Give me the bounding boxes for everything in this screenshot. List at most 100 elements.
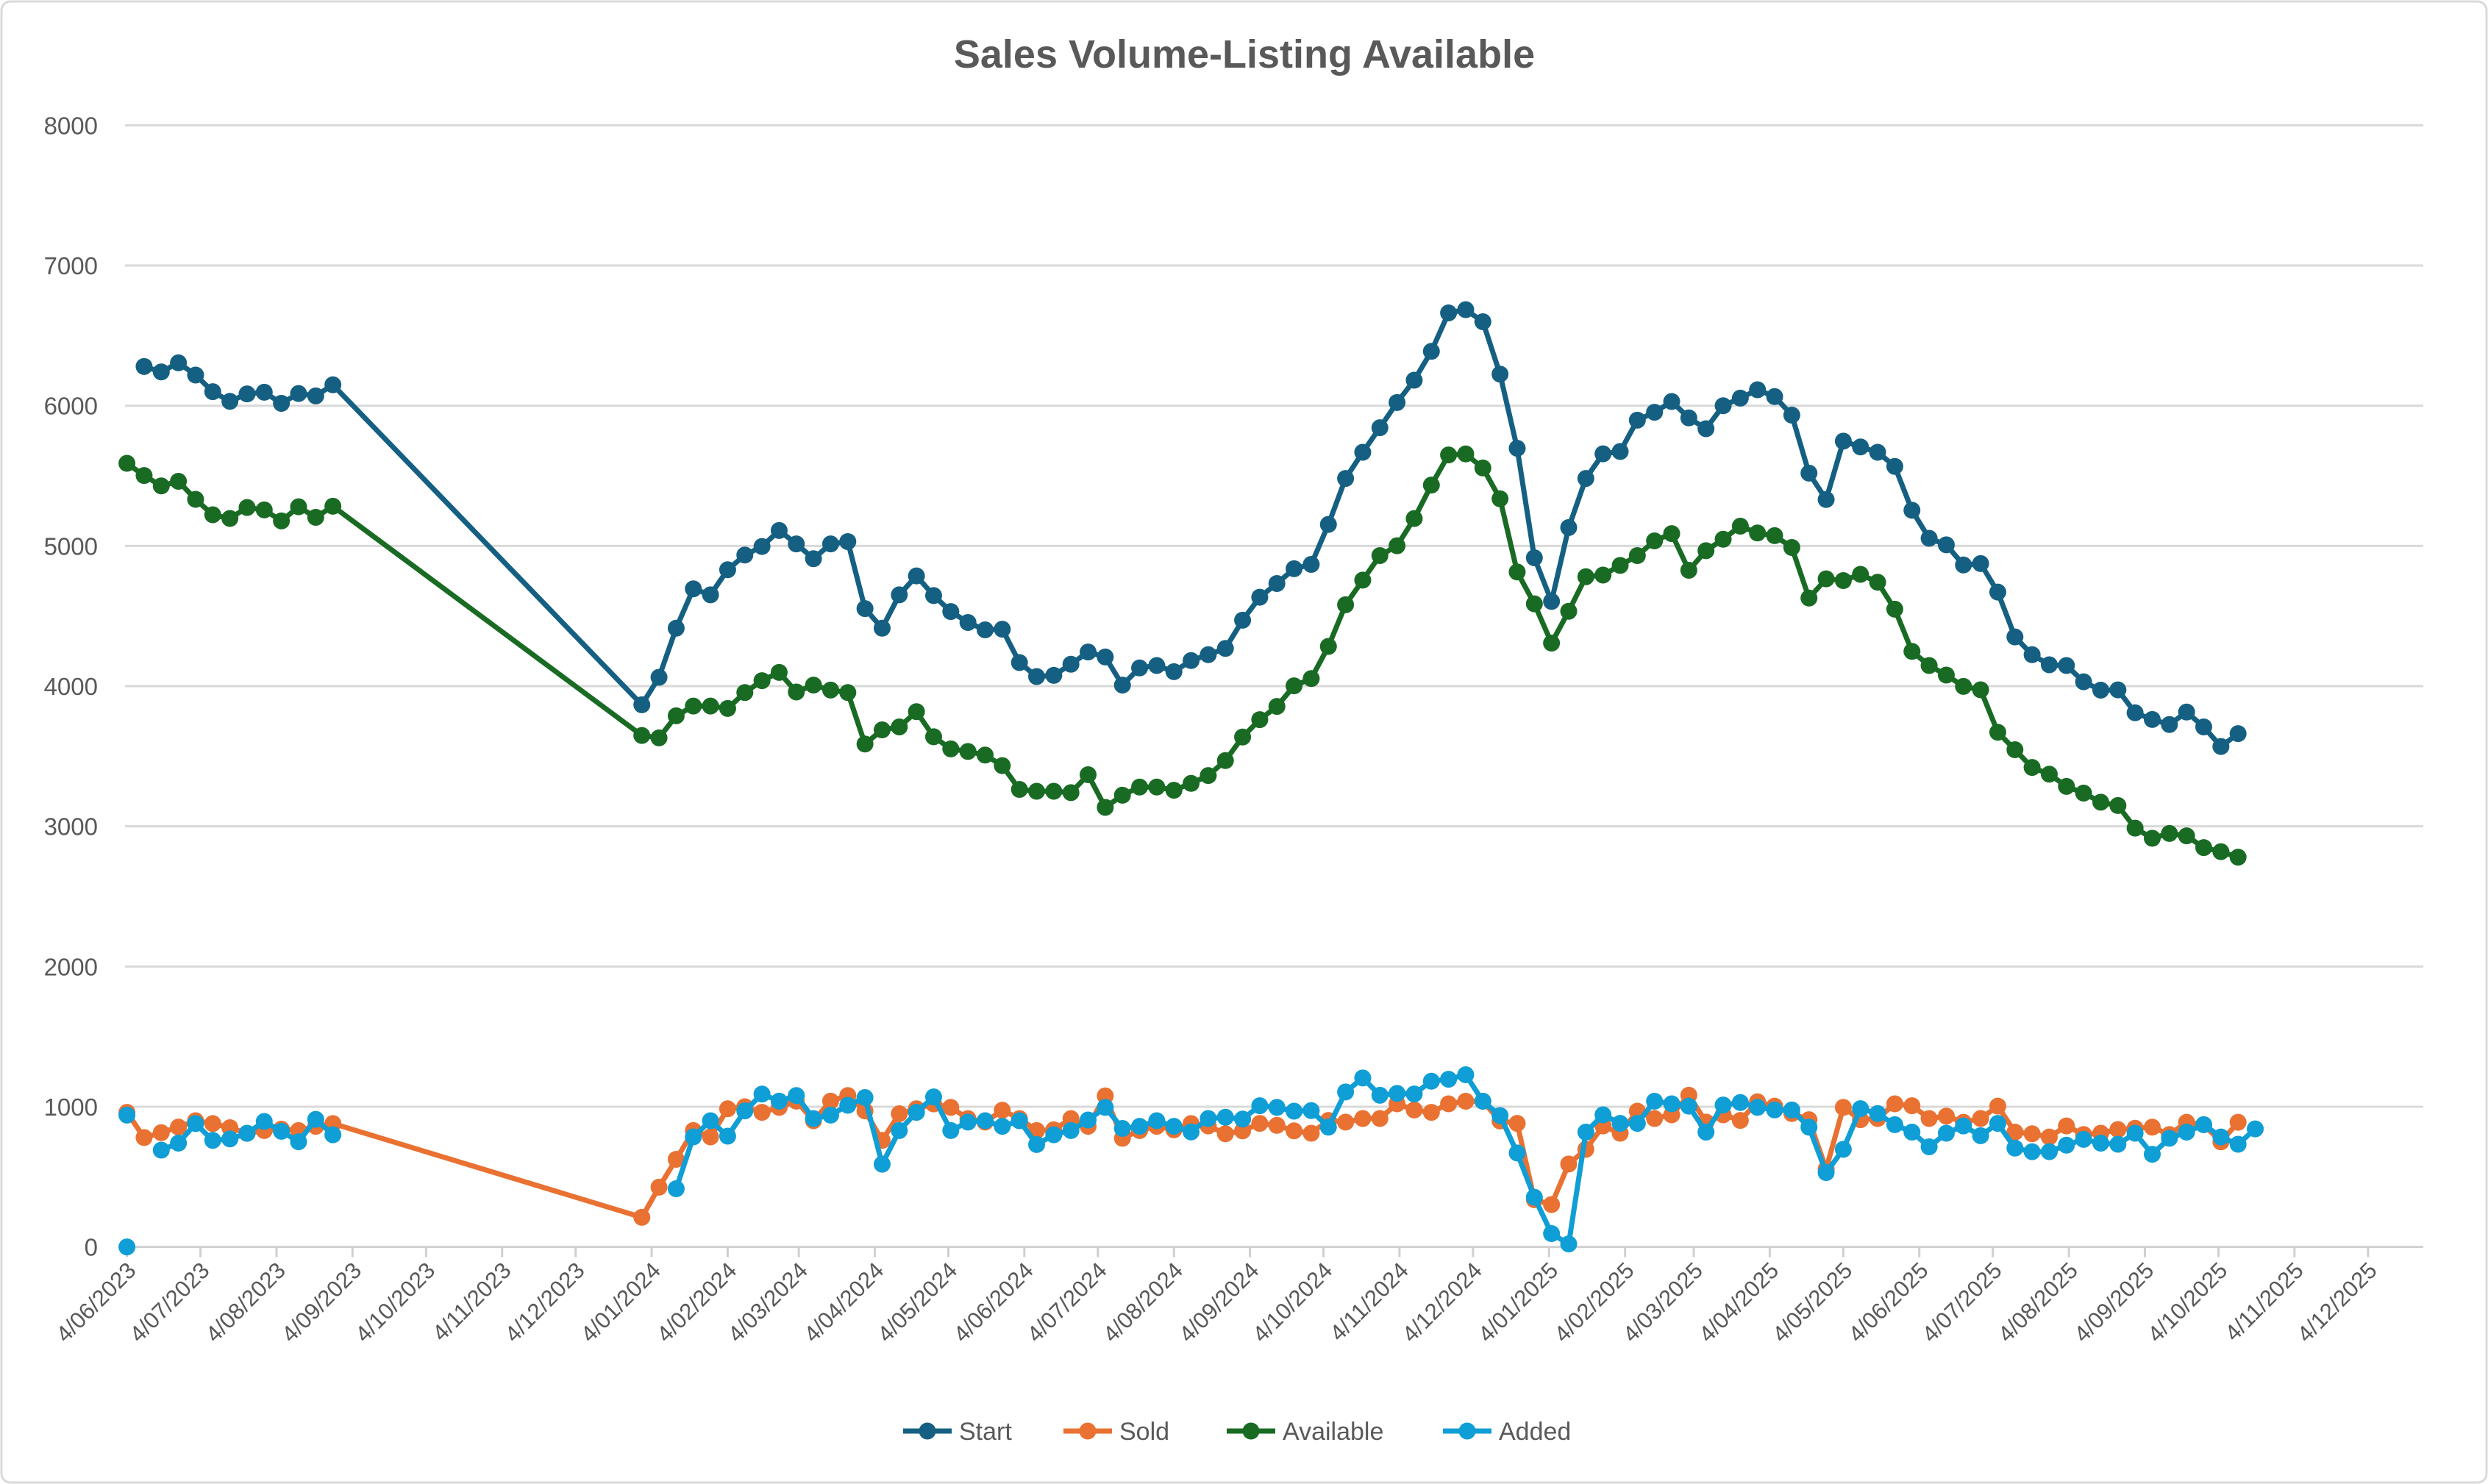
data-point-available[interactable] <box>2058 777 2075 795</box>
data-point-available[interactable] <box>1955 677 1972 695</box>
data-point-start[interactable] <box>2058 657 2075 674</box>
data-point-start[interactable] <box>2161 716 2178 733</box>
data-point-start[interactable] <box>1937 536 1955 554</box>
data-point-added[interactable] <box>685 1128 702 1146</box>
data-point-start[interactable] <box>1508 440 1526 457</box>
data-point-sold[interactable] <box>753 1104 771 1121</box>
data-point-sold[interactable] <box>1234 1122 1252 1140</box>
data-point-available[interactable] <box>1389 537 1406 554</box>
data-point-available[interactable] <box>685 697 702 715</box>
data-point-added[interactable] <box>2058 1136 2075 1154</box>
data-point-start[interactable] <box>1646 404 1664 421</box>
data-point-start[interactable] <box>633 696 651 713</box>
data-point-available[interactable] <box>1319 638 1337 655</box>
data-point-added[interactable] <box>1731 1094 1749 1111</box>
data-point-available[interactable] <box>1628 547 1646 565</box>
data-point-available[interactable] <box>1457 445 1475 463</box>
data-point-added[interactable] <box>1302 1102 1320 1119</box>
data-point-added[interactable] <box>1422 1072 1440 1090</box>
data-point-added[interactable] <box>1955 1117 1972 1135</box>
data-point-added[interactable] <box>924 1088 942 1106</box>
data-point-start[interactable] <box>1577 470 1594 488</box>
data-point-start[interactable] <box>1628 411 1646 429</box>
data-point-sold[interactable] <box>1286 1122 1303 1140</box>
data-point-added[interactable] <box>1697 1123 1715 1141</box>
data-point-available[interactable] <box>1045 782 1063 800</box>
data-point-start[interactable] <box>187 366 204 384</box>
data-point-start[interactable] <box>736 546 754 564</box>
data-point-sold[interactable] <box>204 1115 221 1132</box>
data-point-available[interactable] <box>1165 782 1183 799</box>
data-point-available[interactable] <box>221 510 239 527</box>
data-point-available[interactable] <box>1131 778 1149 796</box>
data-point-available[interactable] <box>2040 766 2058 783</box>
data-point-start[interactable] <box>324 376 342 393</box>
data-point-start[interactable] <box>805 550 822 568</box>
data-point-added[interactable] <box>1628 1115 1646 1132</box>
data-point-available[interactable] <box>1286 677 1303 695</box>
data-point-start[interactable] <box>1697 420 1715 438</box>
data-point-available[interactable] <box>1337 596 1355 613</box>
data-point-available[interactable] <box>1440 446 1458 464</box>
data-point-available[interactable] <box>1148 778 1166 796</box>
data-point-available[interactable] <box>2195 839 2212 857</box>
data-point-sold[interactable] <box>1302 1124 1320 1142</box>
data-point-added[interactable] <box>1869 1105 1886 1122</box>
data-point-available[interactable] <box>2092 793 2109 811</box>
data-point-available[interactable] <box>1268 698 1286 716</box>
data-point-sold[interactable] <box>1989 1097 2006 1115</box>
data-point-start[interactable] <box>1543 593 1561 610</box>
data-point-added[interactable] <box>873 1155 891 1173</box>
data-point-added[interactable] <box>1148 1112 1166 1130</box>
data-point-start[interactable] <box>307 387 324 404</box>
data-point-added[interactable] <box>1886 1116 1903 1133</box>
data-point-added[interactable] <box>1972 1127 1989 1144</box>
data-point-added[interactable] <box>1405 1085 1423 1103</box>
data-point-added[interactable] <box>290 1133 307 1151</box>
data-point-available[interactable] <box>1371 547 1389 565</box>
data-point-start[interactable] <box>2195 718 2212 735</box>
data-point-start[interactable] <box>2092 682 2109 699</box>
data-point-sold[interactable] <box>2109 1121 2127 1138</box>
data-point-available[interactable] <box>307 508 324 526</box>
data-point-added[interactable] <box>1937 1124 1955 1142</box>
data-point-start[interactable] <box>839 532 857 550</box>
data-point-start[interactable] <box>770 521 788 539</box>
data-point-added[interactable] <box>1251 1097 1269 1115</box>
data-point-start[interactable] <box>2212 738 2230 755</box>
data-point-start[interactable] <box>1319 516 1337 533</box>
data-point-added[interactable] <box>1216 1108 1234 1126</box>
data-point-start[interactable] <box>908 567 925 585</box>
legend-item-sold[interactable]: Sold <box>1063 1418 1169 1446</box>
data-point-available[interactable] <box>753 672 771 690</box>
data-point-added[interactable] <box>839 1096 857 1114</box>
data-point-start[interactable] <box>685 580 702 598</box>
data-point-start[interactable] <box>1286 560 1303 577</box>
data-point-start[interactable] <box>255 383 273 401</box>
data-point-available[interactable] <box>204 506 221 524</box>
data-point-added[interactable] <box>1525 1188 1543 1206</box>
data-point-sold[interactable] <box>152 1124 170 1141</box>
data-point-added[interactable] <box>719 1127 736 1145</box>
data-point-added[interactable] <box>1165 1118 1183 1135</box>
data-point-available[interactable] <box>702 697 719 715</box>
data-point-sold[interactable] <box>2023 1125 2041 1143</box>
data-point-start[interactable] <box>1474 313 1491 331</box>
data-point-start[interactable] <box>821 535 839 553</box>
data-point-start[interactable] <box>290 385 307 402</box>
data-point-added[interactable] <box>1337 1083 1355 1101</box>
data-point-available[interactable] <box>2126 819 2144 837</box>
data-point-available[interactable] <box>805 677 822 694</box>
data-point-added[interactable] <box>1234 1110 1252 1128</box>
data-point-start[interactable] <box>135 357 153 375</box>
data-point-added[interactable] <box>1783 1101 1800 1119</box>
data-point-available[interactable] <box>2212 843 2230 860</box>
data-point-added[interactable] <box>170 1135 188 1152</box>
data-point-start[interactable] <box>1062 655 1080 673</box>
data-point-added[interactable] <box>273 1122 290 1140</box>
data-point-added[interactable] <box>667 1180 685 1197</box>
data-point-available[interactable] <box>650 729 668 746</box>
data-point-start[interactable] <box>719 561 736 579</box>
data-point-start[interactable] <box>1869 443 1886 461</box>
data-point-sold[interactable] <box>1508 1115 1526 1132</box>
